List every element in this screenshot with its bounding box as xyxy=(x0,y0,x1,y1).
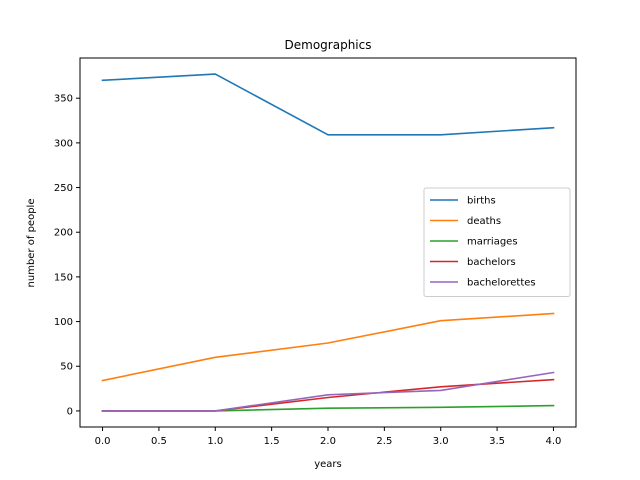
x-tick-label: 2.5 xyxy=(376,436,392,447)
x-tick-label: 2.0 xyxy=(320,436,336,447)
y-axis-label: number of people xyxy=(26,199,37,288)
series-lines xyxy=(101,73,555,412)
legend-label-deaths: deaths xyxy=(467,216,501,227)
legend-label-bachelors: bachelors xyxy=(467,257,516,268)
x-tick-label: 0.5 xyxy=(151,436,167,447)
legend-label-marriages: marriages xyxy=(467,237,518,248)
y-tick-label: 150 xyxy=(54,272,73,283)
x-tick-label: 3.5 xyxy=(489,436,505,447)
y-tick-label: 100 xyxy=(54,317,73,328)
legend-label-births: births xyxy=(467,196,496,207)
y-tick-label: 250 xyxy=(54,183,73,194)
y-tick-label: 50 xyxy=(60,362,73,373)
x-tick-label: 4.0 xyxy=(546,436,562,447)
y-tick-label: 350 xyxy=(54,94,73,105)
x-tick-label: 1.0 xyxy=(207,436,223,447)
x-tick-label: 0.0 xyxy=(95,436,111,447)
y-tick-label: 200 xyxy=(54,228,73,239)
legend-label-bachelorettes: bachelorettes xyxy=(467,278,536,289)
series-line-deaths xyxy=(101,312,555,382)
legend: births deaths marriages bachelors bacheloret… xyxy=(423,187,571,297)
plot-frame xyxy=(79,57,577,428)
x-axis-label: years xyxy=(314,459,342,470)
x-tick-label: 1.5 xyxy=(264,436,280,447)
legend-box xyxy=(423,187,571,297)
y-tick-label: 0 xyxy=(67,406,73,417)
series-line-bachelorettes xyxy=(101,371,555,412)
y-tick-label: 300 xyxy=(54,138,73,149)
y-axis: 0 50 100 150 200 250 300 350 xyxy=(54,94,80,417)
series-line-births xyxy=(101,73,555,136)
x-tick-label: 3.0 xyxy=(433,436,449,447)
chart-title: Demographics xyxy=(285,38,372,52)
x-axis: 0.0 0.5 1.0 1.5 2.0 2.5 3.0 3.5 4.0 xyxy=(95,427,562,447)
